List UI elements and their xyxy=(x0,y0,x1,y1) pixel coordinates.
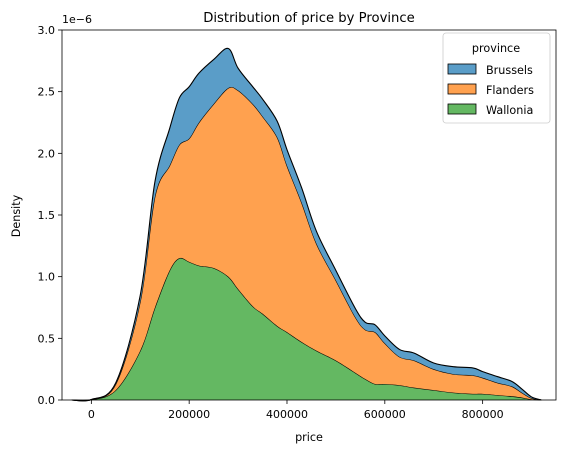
x-axis-label: price xyxy=(295,431,323,444)
x-axis-ticks: 0 200000 400000 600000 800000 xyxy=(88,400,504,421)
legend-swatch-brussels xyxy=(447,63,477,75)
legend-swatch-wallonia xyxy=(447,103,477,115)
legend-label-brussels: Brussels xyxy=(486,64,533,77)
legend-label-flanders: Flanders xyxy=(486,84,534,97)
x-tick-label: 800000 xyxy=(462,408,504,421)
x-tick-label: 0 xyxy=(88,408,95,421)
area-brussels xyxy=(71,48,542,401)
legend-swatch-flanders xyxy=(447,83,477,95)
y-axis-label: Density xyxy=(10,194,23,237)
x-tick-label: 600000 xyxy=(364,408,406,421)
legend-box xyxy=(442,32,551,124)
x-tick-label: 400000 xyxy=(266,408,308,421)
area-wallonia xyxy=(71,257,542,401)
y-scale-label: 1e−6 xyxy=(62,13,92,26)
y-axis-ticks: 0.0 0.5 1.0 1.5 2.0 2.5 3.0 xyxy=(38,24,62,407)
y-tick-label: 0.0 xyxy=(38,394,56,407)
line-brussels xyxy=(71,47,542,402)
y-tick-label: 1.0 xyxy=(38,271,56,284)
y-tick-label: 1.5 xyxy=(38,209,56,222)
x-tick-label: 200000 xyxy=(168,408,210,421)
y-tick-label: 2.0 xyxy=(38,147,56,160)
y-tick-label: 2.5 xyxy=(38,86,56,99)
area-flanders xyxy=(71,87,542,401)
legend-label-wallonia: Wallonia xyxy=(486,104,533,117)
legend: province Brussels Flanders Wallonia xyxy=(442,32,551,124)
y-tick-label: 3.0 xyxy=(38,24,56,37)
stacked-areas xyxy=(71,47,542,402)
chart-title: Distribution of price by Province xyxy=(203,11,415,26)
legend-title: province xyxy=(472,42,520,55)
y-tick-label: 0.5 xyxy=(38,332,56,345)
